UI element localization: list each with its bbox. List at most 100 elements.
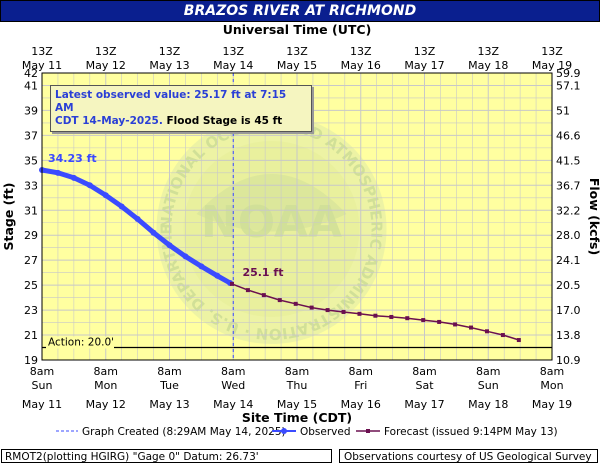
bottom-tick-date: May 15 bbox=[277, 398, 317, 411]
datum-footer: RMOT2(plotting HGIRG) "Gage 0" Datum: 26… bbox=[1, 449, 332, 463]
legend: Graph Created (8:29AM May 14, 2025) Obser… bbox=[56, 426, 558, 438]
y2-tick-label: 51 bbox=[556, 104, 570, 117]
y2-tick-label: 46.6 bbox=[556, 129, 581, 142]
y-tick-label: 37 bbox=[24, 129, 38, 142]
y2-tick-label: 57.1 bbox=[556, 79, 581, 92]
bottom-tick-date: May 18 bbox=[468, 398, 508, 411]
forecast-point bbox=[469, 325, 474, 330]
top-tick-time: 13Z bbox=[414, 45, 436, 58]
top-tick-time: 13Z bbox=[477, 45, 499, 58]
bottom-tick-date: May 13 bbox=[149, 398, 189, 411]
y2-tick-label: 41.5 bbox=[556, 154, 581, 167]
latest-line2: CDT 14-May-2025. Flood Stage is 45 ft bbox=[55, 115, 307, 128]
bottom-tick-date: May 16 bbox=[341, 398, 381, 411]
y-tick-label: 42 bbox=[24, 67, 38, 80]
observed-point bbox=[166, 242, 173, 249]
bottom-tick-day: Tue bbox=[159, 379, 179, 392]
observed-point bbox=[198, 263, 205, 270]
courtesy-footer: Observations courtesy of US Geological S… bbox=[339, 449, 598, 463]
top-tick-date: May 14 bbox=[213, 59, 253, 72]
top-tick-date: May 15 bbox=[277, 59, 317, 72]
bottom-tick-day: Wed bbox=[221, 379, 245, 392]
y2-tick-label: 59.9 bbox=[556, 67, 581, 80]
plot-border bbox=[41, 72, 553, 361]
forecast-point bbox=[500, 333, 505, 338]
action-label: Action: 20.0' bbox=[48, 337, 114, 349]
forecast-point bbox=[421, 318, 426, 323]
latest-observation-box: Latest observed value: 25.17 ft at 7:15 … bbox=[50, 85, 312, 132]
observed-point bbox=[134, 215, 141, 222]
y-tick-label: 29 bbox=[24, 229, 38, 242]
forecast-point bbox=[357, 311, 362, 316]
y-tick-label: 31 bbox=[24, 204, 38, 217]
observed-point bbox=[70, 174, 77, 181]
bottom-tick-time: 8am bbox=[94, 365, 118, 378]
value-annotation: 34.23 ft bbox=[48, 152, 97, 165]
bottom-tick-day: Sun bbox=[32, 379, 53, 392]
forecast-point bbox=[325, 308, 330, 313]
action-label-bg bbox=[46, 336, 114, 349]
forecast-point bbox=[516, 338, 521, 343]
top-tick-date: May 11 bbox=[22, 59, 62, 72]
y2-tick-label: 32.2 bbox=[556, 204, 581, 217]
forecast-point bbox=[229, 281, 234, 286]
bottom-tick-time: 8am bbox=[30, 365, 54, 378]
top-tick-time: 13Z bbox=[159, 45, 181, 58]
bottom-tick-time: 8am bbox=[285, 365, 309, 378]
observed-point bbox=[182, 253, 189, 260]
y-tick-label: 27 bbox=[24, 254, 38, 267]
y-tick-label: 23 bbox=[24, 304, 38, 317]
bottom-tick-day: Sat bbox=[415, 379, 434, 392]
top-tick-time: 13Z bbox=[286, 45, 308, 58]
top-tick-date: May 18 bbox=[468, 59, 508, 72]
legend-observed-marker bbox=[281, 428, 287, 434]
observed-point bbox=[118, 203, 125, 210]
y-tick-label: 21 bbox=[24, 329, 38, 342]
legend-created-label: Graph Created (8:29AM May 14, 2025) bbox=[82, 426, 286, 438]
action-stage-line: Action: 20.0' bbox=[42, 336, 552, 349]
top-tick-time: 13Z bbox=[31, 45, 53, 58]
latest-line2-flood: Flood Stage is 45 ft bbox=[166, 115, 283, 127]
observed-point bbox=[150, 229, 157, 236]
forecast-point bbox=[389, 314, 394, 319]
left-axis-title: Stage (ft) bbox=[1, 182, 16, 250]
forecast-point bbox=[437, 319, 442, 324]
top-axis-title: Universal Time (UTC) bbox=[223, 22, 372, 37]
top-tick-date: May 12 bbox=[86, 59, 126, 72]
observed-point bbox=[214, 272, 221, 279]
forecast-point bbox=[373, 313, 378, 318]
y2-tick-label: 13.8 bbox=[556, 329, 581, 342]
observed-point bbox=[102, 192, 109, 199]
top-tick-time: 13Z bbox=[541, 45, 563, 58]
series: 34.23 ft 25.1 ft bbox=[39, 152, 521, 343]
top-tick-time: 13Z bbox=[222, 45, 244, 58]
y-tick-label: 19 bbox=[24, 354, 38, 367]
top-tick-time: 13Z bbox=[350, 45, 372, 58]
bottom-tick-day: Mon bbox=[94, 379, 117, 392]
bottom-tick-time: 8am bbox=[540, 365, 564, 378]
bottom-tick-date: May 12 bbox=[86, 398, 126, 411]
bottom-tick-time: 8am bbox=[476, 365, 500, 378]
forecast-point bbox=[261, 293, 266, 298]
bottom-axis-title: Site Time (CDT) bbox=[242, 410, 352, 425]
observed-point bbox=[86, 182, 93, 189]
latest-line2-date: CDT 14-May-2025. bbox=[55, 115, 163, 127]
y2-tick-label: 36.7 bbox=[556, 179, 581, 192]
bottom-tick-date: May 11 bbox=[22, 398, 62, 411]
y-tick-label: 33 bbox=[24, 179, 38, 192]
y2-tick-label: 24.1 bbox=[556, 254, 581, 267]
bottom-tick-date: May 14 bbox=[213, 398, 253, 411]
bottom-tick-time: 8am bbox=[349, 365, 373, 378]
forecast-point bbox=[341, 309, 346, 314]
y-tick-label: 25 bbox=[24, 279, 38, 292]
bottom-tick-time: 8am bbox=[157, 365, 181, 378]
y-tick-label: 35 bbox=[24, 154, 38, 167]
y2-tick-label: 28.0 bbox=[556, 229, 581, 242]
top-tick-date: May 13 bbox=[149, 59, 189, 72]
bottom-tick-day: Fri bbox=[354, 379, 367, 392]
forecast-point bbox=[405, 316, 410, 321]
watermark-gull bbox=[196, 173, 347, 232]
y-tick-label: 41 bbox=[24, 79, 38, 92]
forecast-point bbox=[245, 288, 250, 293]
